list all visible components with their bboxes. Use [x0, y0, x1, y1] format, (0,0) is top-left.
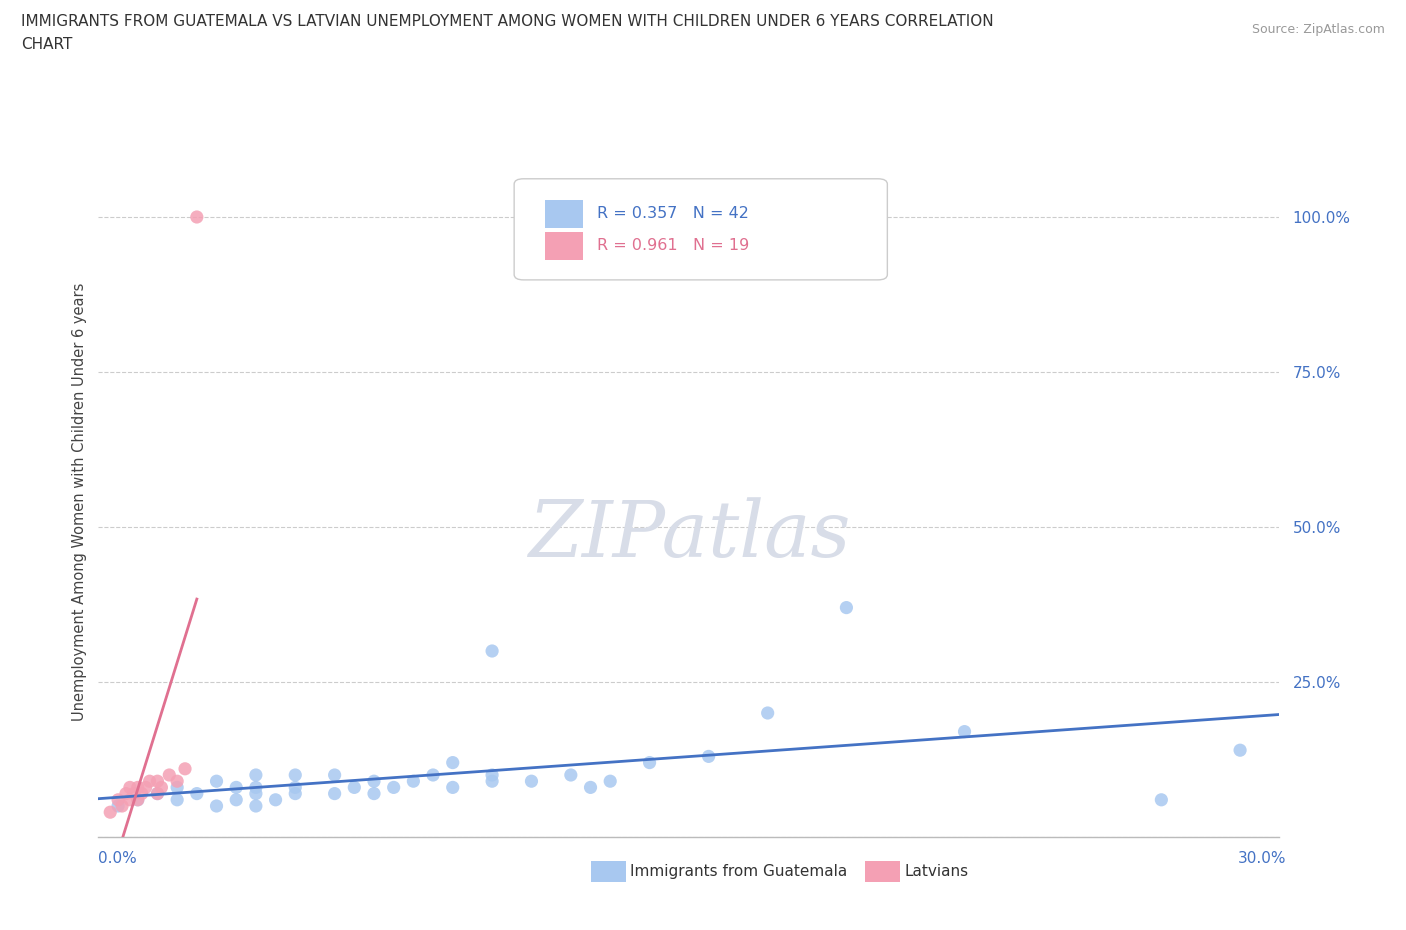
Point — [157, 767, 180, 782]
Point — [756, 706, 779, 721]
Point — [127, 780, 149, 795]
Point — [481, 767, 503, 782]
Point — [560, 767, 582, 782]
Point — [363, 774, 385, 789]
Point — [343, 780, 366, 795]
Point — [186, 209, 208, 224]
Point — [118, 780, 141, 795]
Point — [697, 749, 720, 764]
Point — [174, 762, 197, 777]
Text: Source: ZipAtlas.com: Source: ZipAtlas.com — [1251, 23, 1385, 36]
Text: Latvians: Latvians — [904, 864, 969, 879]
Point — [122, 786, 145, 801]
Point — [579, 780, 602, 795]
Point — [98, 804, 121, 819]
FancyBboxPatch shape — [546, 232, 582, 259]
Text: 30.0%: 30.0% — [1239, 851, 1286, 866]
Point — [835, 600, 858, 615]
Text: Immigrants from Guatemala: Immigrants from Guatemala — [630, 864, 848, 879]
Point — [135, 780, 157, 795]
Point — [107, 799, 129, 814]
Point — [245, 767, 267, 782]
Point — [264, 792, 287, 807]
Point — [422, 767, 444, 782]
Point — [284, 786, 307, 801]
Point — [205, 799, 228, 814]
Point — [1229, 743, 1251, 758]
Point — [150, 780, 173, 795]
Point — [441, 780, 464, 795]
Point — [205, 774, 228, 789]
Point — [481, 644, 503, 658]
Point — [402, 774, 425, 789]
Point — [115, 786, 138, 801]
Point — [111, 799, 134, 814]
Point — [363, 786, 385, 801]
Point — [599, 774, 621, 789]
Point — [225, 780, 247, 795]
Point — [382, 780, 405, 795]
Point — [245, 799, 267, 814]
Point — [284, 780, 307, 795]
Point — [127, 792, 149, 807]
Text: R = 0.357   N = 42: R = 0.357 N = 42 — [596, 206, 748, 221]
Text: IMMIGRANTS FROM GUATEMALA VS LATVIAN UNEMPLOYMENT AMONG WOMEN WITH CHILDREN UNDE: IMMIGRANTS FROM GUATEMALA VS LATVIAN UNE… — [21, 14, 994, 29]
Y-axis label: Unemployment Among Women with Children Under 6 years: Unemployment Among Women with Children U… — [72, 283, 87, 722]
Point — [225, 792, 247, 807]
Text: CHART: CHART — [21, 37, 73, 52]
Point — [166, 774, 188, 789]
Point — [166, 792, 188, 807]
Point — [520, 774, 543, 789]
Point — [1150, 792, 1173, 807]
Point — [146, 786, 169, 801]
Point — [166, 780, 188, 795]
Text: ZIPatlas: ZIPatlas — [527, 498, 851, 574]
Point — [138, 774, 160, 789]
Point — [245, 786, 267, 801]
FancyBboxPatch shape — [515, 179, 887, 280]
Point — [146, 774, 169, 789]
Text: R = 0.961   N = 19: R = 0.961 N = 19 — [596, 238, 749, 253]
Point — [481, 774, 503, 789]
FancyBboxPatch shape — [546, 200, 582, 228]
Point — [186, 786, 208, 801]
Point — [441, 755, 464, 770]
Point — [323, 767, 346, 782]
Point — [953, 724, 976, 739]
Text: 0.0%: 0.0% — [98, 851, 138, 866]
Point — [146, 786, 169, 801]
Point — [323, 786, 346, 801]
Point — [245, 780, 267, 795]
Point — [118, 792, 141, 807]
Point — [638, 755, 661, 770]
Point — [107, 792, 129, 807]
Point — [131, 786, 153, 801]
Point — [127, 792, 149, 807]
Point — [284, 767, 307, 782]
